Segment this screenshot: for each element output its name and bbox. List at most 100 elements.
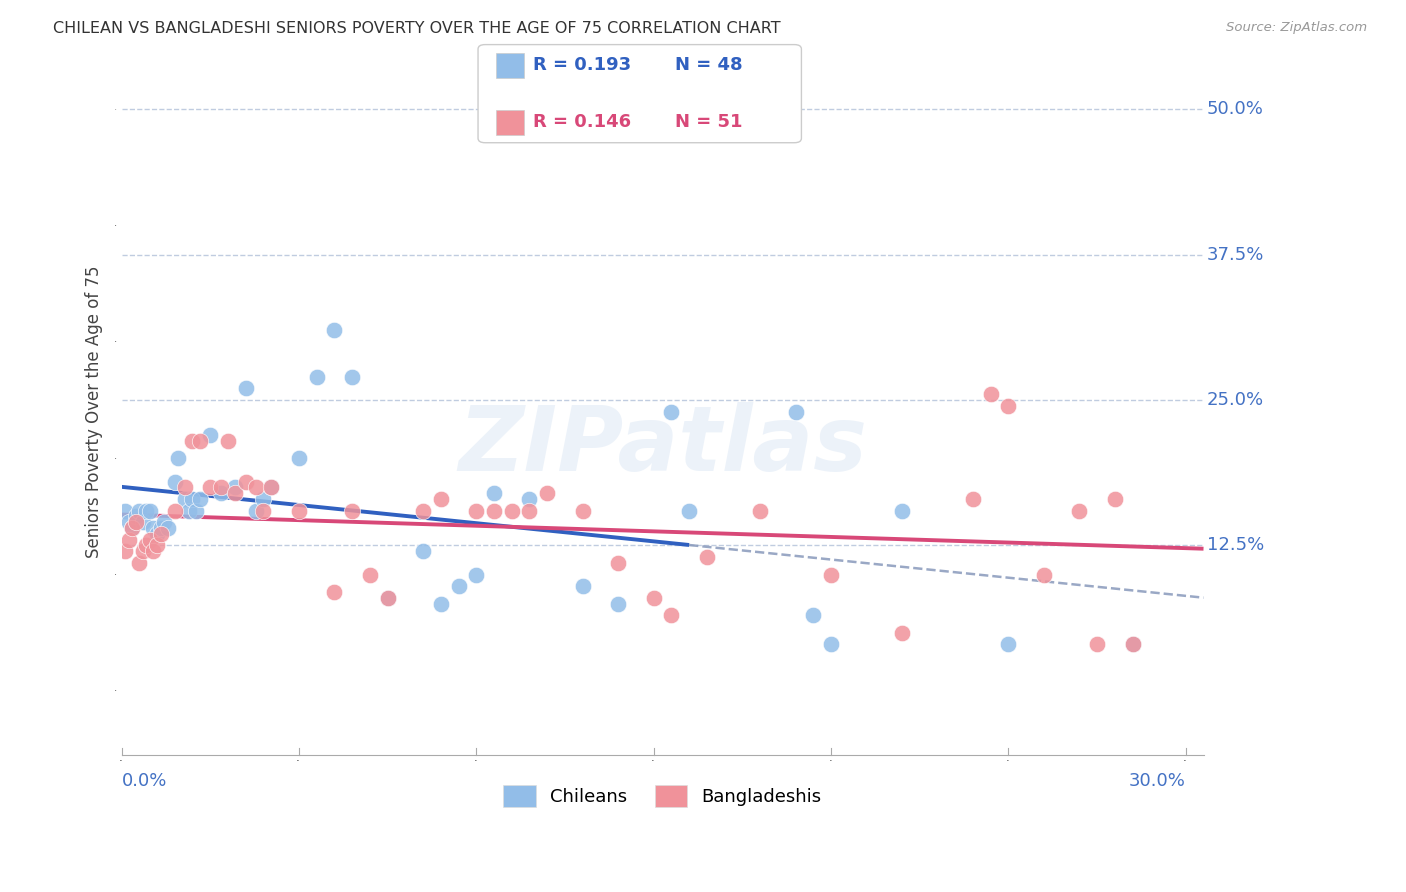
Point — [997, 637, 1019, 651]
Point — [288, 503, 311, 517]
Text: N = 51: N = 51 — [675, 113, 742, 131]
Point — [128, 503, 150, 517]
Point — [785, 405, 807, 419]
Point — [571, 579, 593, 593]
Point — [962, 491, 984, 506]
Point — [174, 491, 197, 506]
Point — [430, 491, 453, 506]
Point — [323, 585, 346, 599]
Point — [288, 451, 311, 466]
Point — [997, 399, 1019, 413]
Point — [607, 556, 630, 570]
Point — [200, 428, 222, 442]
Point — [412, 503, 434, 517]
Point — [749, 503, 772, 517]
Point — [167, 451, 190, 466]
Point — [801, 608, 824, 623]
Point — [135, 539, 157, 553]
Point — [305, 369, 328, 384]
Point — [142, 544, 165, 558]
Point — [980, 387, 1002, 401]
Point — [181, 491, 204, 506]
Text: N = 48: N = 48 — [675, 56, 742, 74]
Text: 30.0%: 30.0% — [1129, 772, 1185, 790]
Point — [149, 521, 172, 535]
Point — [259, 480, 281, 494]
Point — [1085, 637, 1108, 651]
Point — [132, 544, 155, 558]
Point — [125, 515, 148, 529]
Point — [340, 503, 363, 517]
Text: R = 0.193: R = 0.193 — [533, 56, 631, 74]
Point — [184, 503, 207, 517]
Point — [412, 544, 434, 558]
Point — [224, 480, 246, 494]
Text: Source: ZipAtlas.com: Source: ZipAtlas.com — [1226, 21, 1367, 35]
Point — [117, 515, 139, 529]
Text: ZIPatlas: ZIPatlas — [458, 402, 868, 490]
Point — [430, 597, 453, 611]
Text: R = 0.146: R = 0.146 — [533, 113, 631, 131]
Point — [519, 491, 541, 506]
Point — [340, 369, 363, 384]
Text: 25.0%: 25.0% — [1208, 391, 1264, 409]
Point — [235, 381, 257, 395]
Point — [678, 503, 700, 517]
Text: 12.5%: 12.5% — [1208, 536, 1264, 555]
Point — [1032, 567, 1054, 582]
Point — [174, 480, 197, 494]
Point — [235, 475, 257, 489]
Point — [465, 503, 488, 517]
Point — [1122, 637, 1144, 651]
Text: 0.0%: 0.0% — [121, 772, 167, 790]
Point — [188, 491, 211, 506]
Point — [135, 503, 157, 517]
Y-axis label: Seniors Poverty Over the Age of 75: Seniors Poverty Over the Age of 75 — [86, 266, 103, 558]
Point — [252, 491, 274, 506]
Text: CHILEAN VS BANGLADESHI SENIORS POVERTY OVER THE AGE OF 75 CORRELATION CHART: CHILEAN VS BANGLADESHI SENIORS POVERTY O… — [53, 21, 782, 37]
Point — [571, 503, 593, 517]
Point — [139, 503, 162, 517]
Point — [359, 567, 381, 582]
Point — [163, 503, 186, 517]
Point — [607, 597, 630, 611]
Point — [519, 503, 541, 517]
Point — [696, 550, 718, 565]
Point — [252, 503, 274, 517]
Point — [820, 637, 842, 651]
Point — [482, 503, 505, 517]
Point — [153, 515, 176, 529]
Point — [323, 323, 346, 337]
Point — [132, 515, 155, 529]
Point — [200, 480, 222, 494]
Point — [114, 544, 136, 558]
Text: 37.5%: 37.5% — [1208, 245, 1264, 264]
Point — [188, 434, 211, 448]
Point — [125, 509, 148, 524]
Point — [163, 475, 186, 489]
Point — [146, 539, 169, 553]
Point — [377, 591, 399, 605]
Point — [465, 567, 488, 582]
Point — [121, 521, 143, 535]
Point — [643, 591, 665, 605]
Point — [149, 527, 172, 541]
Point — [114, 503, 136, 517]
Point — [117, 533, 139, 547]
Point — [661, 608, 683, 623]
Point — [1069, 503, 1091, 517]
Point — [224, 486, 246, 500]
Point — [377, 591, 399, 605]
Point — [146, 527, 169, 541]
Point — [259, 480, 281, 494]
Point — [245, 503, 267, 517]
Point — [447, 579, 470, 593]
Point — [891, 503, 914, 517]
Point — [217, 434, 239, 448]
Point — [139, 533, 162, 547]
Point — [661, 405, 683, 419]
Legend: Chileans, Bangladeshis: Chileans, Bangladeshis — [496, 778, 830, 814]
Point — [121, 521, 143, 535]
Point — [209, 486, 232, 500]
Text: 50.0%: 50.0% — [1208, 100, 1264, 119]
